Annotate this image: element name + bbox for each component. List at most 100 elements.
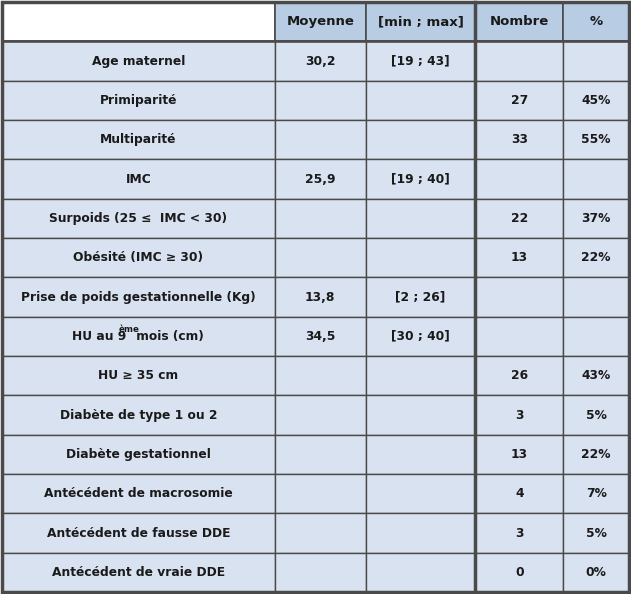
Text: HU au 9: HU au 9 — [72, 330, 126, 343]
Text: 0%: 0% — [586, 566, 606, 579]
Text: 27: 27 — [510, 94, 528, 107]
Bar — [475, 435, 563, 474]
Text: 7%: 7% — [586, 487, 606, 500]
Bar — [2, 513, 274, 552]
Bar — [365, 42, 475, 81]
Text: [19 ; 40]: [19 ; 40] — [391, 172, 450, 185]
Bar — [563, 513, 629, 552]
Text: Multiparité: Multiparité — [100, 133, 177, 146]
Bar — [274, 317, 365, 356]
Bar — [475, 356, 563, 396]
Bar — [563, 81, 629, 120]
Bar — [274, 198, 365, 238]
Text: 5%: 5% — [586, 526, 606, 539]
Text: 22: 22 — [510, 212, 528, 225]
Bar — [365, 120, 475, 159]
Bar — [274, 238, 365, 277]
Text: HU ≥ 35 cm: HU ≥ 35 cm — [98, 369, 179, 382]
Bar — [475, 2, 563, 42]
Text: Diabète de type 1 ou 2: Diabète de type 1 ou 2 — [59, 409, 217, 422]
Bar — [274, 552, 365, 592]
Text: Age maternel: Age maternel — [91, 55, 185, 68]
Bar — [475, 277, 563, 317]
Bar — [563, 159, 629, 198]
Text: [30 ; 40]: [30 ; 40] — [391, 330, 450, 343]
Bar — [365, 435, 475, 474]
Text: [min ; max]: [min ; max] — [377, 15, 463, 28]
Bar — [2, 396, 274, 435]
Bar — [2, 356, 274, 396]
Text: Primiparité: Primiparité — [100, 94, 177, 107]
Text: 3: 3 — [515, 409, 524, 422]
Bar — [274, 42, 365, 81]
Bar — [365, 513, 475, 552]
Text: Obésité (IMC ≥ 30): Obésité (IMC ≥ 30) — [73, 251, 203, 264]
Bar — [563, 277, 629, 317]
Bar — [475, 42, 563, 81]
Bar — [274, 513, 365, 552]
Text: 22%: 22% — [581, 448, 611, 461]
Text: 55%: 55% — [581, 133, 611, 146]
Bar — [563, 474, 629, 513]
Bar — [365, 277, 475, 317]
Text: 13,8: 13,8 — [305, 290, 336, 304]
Bar — [365, 396, 475, 435]
Bar — [274, 474, 365, 513]
Bar — [475, 238, 563, 277]
Bar — [563, 238, 629, 277]
Bar — [2, 198, 274, 238]
Text: Antécédent de macrosomie: Antécédent de macrosomie — [44, 487, 233, 500]
Bar — [365, 356, 475, 396]
Text: 25,9: 25,9 — [305, 172, 336, 185]
Bar — [2, 120, 274, 159]
Text: 13: 13 — [510, 251, 528, 264]
Bar — [2, 317, 274, 356]
Bar — [365, 2, 475, 42]
Bar — [274, 81, 365, 120]
Text: Surpoids (25 ≤  IMC < 30): Surpoids (25 ≤ IMC < 30) — [49, 212, 227, 225]
Bar — [274, 277, 365, 317]
Bar — [475, 198, 563, 238]
Bar — [274, 2, 365, 42]
Bar — [563, 2, 629, 42]
Text: 22%: 22% — [581, 251, 611, 264]
Bar — [563, 396, 629, 435]
Bar — [475, 396, 563, 435]
Bar — [475, 159, 563, 198]
Bar — [475, 81, 563, 120]
Bar — [365, 238, 475, 277]
Bar — [475, 513, 563, 552]
Text: IMC: IMC — [126, 172, 151, 185]
Text: 3: 3 — [515, 526, 524, 539]
Text: %: % — [589, 15, 603, 28]
Bar — [563, 198, 629, 238]
Bar — [274, 396, 365, 435]
Bar — [475, 552, 563, 592]
Bar — [2, 2, 274, 42]
Text: Diabète gestationnel: Diabète gestationnel — [66, 448, 211, 461]
Text: 43%: 43% — [581, 369, 611, 382]
Bar — [365, 159, 475, 198]
Bar — [365, 198, 475, 238]
Text: 34,5: 34,5 — [305, 330, 336, 343]
Bar — [475, 317, 563, 356]
Text: HU au 9ème mois (cm): HU au 9ème mois (cm) — [61, 330, 216, 343]
Bar — [563, 552, 629, 592]
Bar — [365, 317, 475, 356]
Bar — [2, 42, 274, 81]
Bar — [475, 474, 563, 513]
Bar — [2, 474, 274, 513]
Text: Moyenne: Moyenne — [286, 15, 354, 28]
Bar — [563, 356, 629, 396]
Bar — [475, 120, 563, 159]
Bar — [563, 42, 629, 81]
Text: [19 ; 43]: [19 ; 43] — [391, 55, 450, 68]
Text: 5%: 5% — [586, 409, 606, 422]
Bar — [2, 238, 274, 277]
Text: Antécédent de vraie DDE: Antécédent de vraie DDE — [52, 566, 225, 579]
Bar — [2, 277, 274, 317]
Bar — [274, 435, 365, 474]
Bar — [274, 120, 365, 159]
Text: [2 ; 26]: [2 ; 26] — [396, 290, 445, 304]
Bar — [365, 552, 475, 592]
